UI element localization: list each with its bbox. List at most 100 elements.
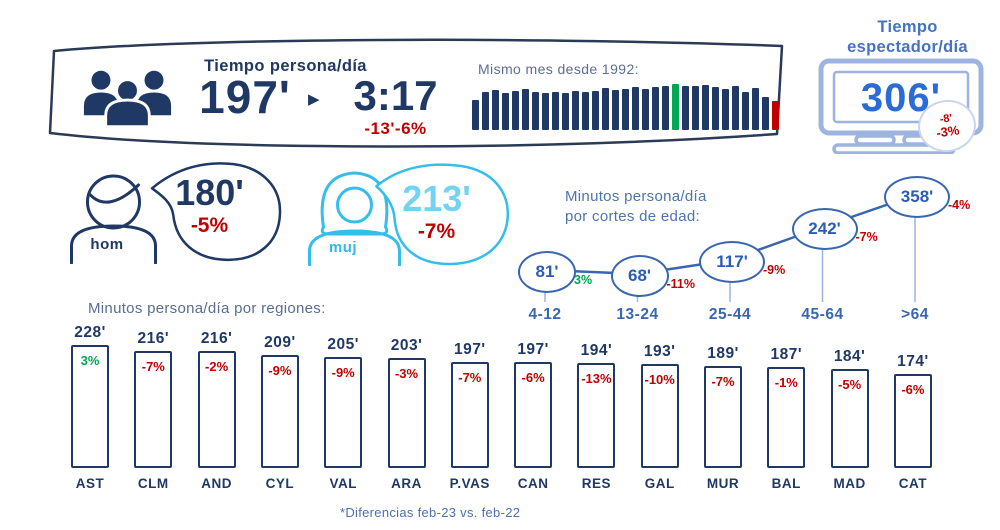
region-name: CYL	[265, 476, 295, 491]
region-name: MAD	[833, 476, 866, 491]
region-name: CAN	[517, 476, 549, 491]
age-category-label: >64	[901, 306, 929, 323]
region-delta: -5%	[838, 377, 862, 392]
region-bar	[197, 351, 236, 468]
region-value: 216'	[200, 330, 233, 347]
region-value: 174'	[897, 353, 929, 370]
region-bar	[830, 369, 869, 468]
region-delta: -3%	[394, 366, 419, 381]
region-delta: -7%	[458, 370, 482, 385]
male-minutes-value: 180'	[175, 172, 244, 213]
region-name: RES	[581, 476, 612, 491]
spark-bar	[552, 92, 559, 130]
audience-people-icon	[83, 70, 172, 129]
age-point: 81'	[518, 251, 576, 293]
region-name: VAL	[329, 476, 357, 491]
male-label: hom	[90, 236, 124, 253]
regions-chart-title: Minutos persona/día por regiones:	[88, 300, 326, 317]
spark-bar	[702, 85, 709, 130]
region-bar	[893, 374, 932, 468]
female-bubble-outline	[375, 163, 509, 266]
spark-bar	[662, 86, 669, 130]
banner-outline	[48, 38, 784, 148]
region-name: AST	[75, 476, 105, 491]
person-minutes-value: 197'	[199, 71, 291, 123]
age-category-label: 25-44	[708, 306, 752, 323]
region-value: 228'	[74, 324, 106, 341]
region-bar	[134, 351, 173, 468]
region-delta: -10%	[644, 372, 675, 387]
spark-bar	[652, 87, 659, 130]
region-bar	[704, 366, 742, 468]
region-name: AND	[201, 476, 232, 491]
region-value: 189'	[707, 345, 739, 362]
spark-bar	[722, 89, 729, 130]
region-name: CAT	[898, 476, 928, 491]
region-bar	[71, 345, 109, 468]
spark-bar	[632, 87, 639, 130]
region-value: 184'	[833, 348, 866, 365]
region-name: P.VAS	[449, 476, 490, 491]
spark-bar	[742, 92, 749, 130]
age-category-label: 4-12	[528, 306, 562, 323]
age-point: 68'	[610, 255, 669, 297]
age-category-label: 13-24	[616, 306, 659, 323]
spark-bar	[562, 93, 569, 130]
age-point: 242'	[791, 208, 858, 250]
region-bar	[324, 357, 363, 468]
footnote: *Diferencias feb-23 vs. feb-22	[340, 505, 521, 520]
woman-icon	[308, 171, 401, 266]
age-point-delta: -9%	[763, 263, 786, 277]
age-point: 358'	[884, 176, 950, 218]
spark-bar	[772, 101, 779, 130]
spark-bar	[752, 88, 759, 130]
region-delta: -7%	[711, 374, 735, 389]
region-value: 197'	[454, 341, 486, 358]
region-name: BAL	[771, 476, 801, 491]
spark-bar	[622, 89, 629, 130]
region-name: GAL	[644, 476, 675, 491]
spark-bar	[532, 92, 539, 130]
region-value: 209'	[264, 334, 296, 351]
age-point-delta: -7%	[855, 230, 878, 244]
arrow-right-icon: ▶	[308, 91, 320, 108]
spark-bar	[512, 91, 519, 130]
spark-bar	[542, 93, 549, 130]
region-delta: -13%	[581, 371, 612, 386]
spark-bar	[602, 88, 609, 130]
man-icon	[70, 174, 157, 264]
spark-bar	[582, 92, 589, 130]
spark-bar	[482, 92, 489, 130]
region-delta: -1%	[774, 375, 798, 390]
region-delta: -9%	[331, 365, 355, 380]
spark-bar	[732, 86, 739, 130]
banner-title: Tiempo persona/día	[204, 57, 367, 75]
region-bar	[577, 363, 616, 468]
region-value: 197'	[517, 341, 549, 358]
region-delta: -9%	[268, 363, 292, 378]
age-point-delta: -4%	[948, 198, 971, 212]
spark-bar	[572, 91, 579, 130]
spectator-delta-percent: -3%	[935, 122, 961, 141]
age-chart-title-line1: Minutos persona/día	[565, 188, 707, 205]
spectator-title: Tiempo espectador/día	[820, 18, 995, 58]
spark-bar	[682, 86, 689, 130]
age-point-delta: -11%	[666, 277, 696, 291]
spectator-title-line2: espectador/día	[847, 37, 968, 56]
age-category-label: 45-64	[801, 306, 844, 323]
male-delta: -5%	[190, 214, 229, 237]
region-delta: -6%	[901, 382, 925, 397]
region-name: MUR	[706, 476, 740, 491]
region-value: 203'	[390, 337, 423, 354]
spark-bar	[492, 90, 499, 130]
spark-bar	[472, 100, 479, 130]
spark-bar	[692, 86, 699, 130]
male-bubble-outline	[150, 162, 282, 262]
region-delta: -2%	[205, 359, 229, 374]
female-label: muj	[328, 239, 358, 256]
region-name: CLM	[137, 476, 169, 491]
region-value: 216'	[137, 330, 170, 347]
spark-bar	[762, 97, 769, 130]
spark-bar	[502, 93, 509, 130]
